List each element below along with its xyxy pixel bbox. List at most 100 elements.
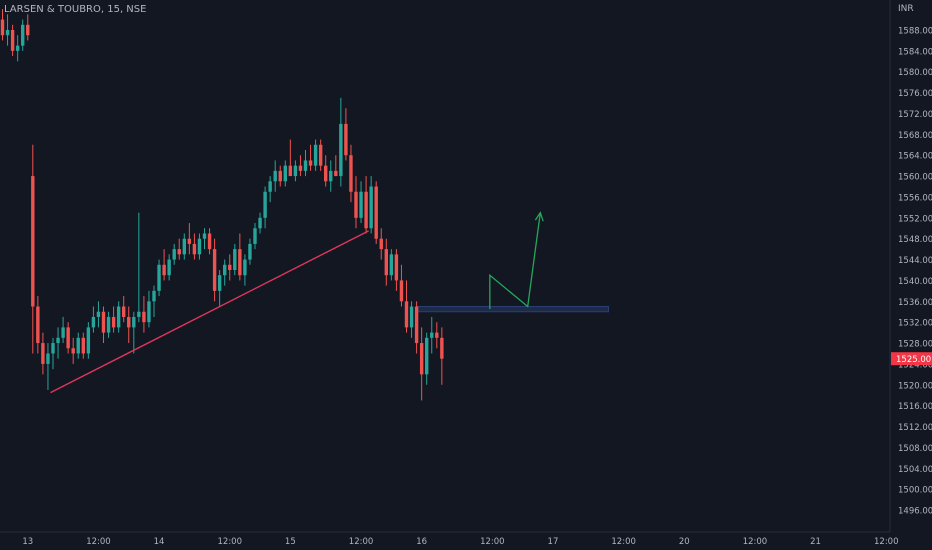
candle-body[interactable] — [313, 144, 318, 166]
candle-body[interactable] — [41, 343, 45, 364]
candle-body[interactable] — [86, 327, 91, 354]
candle-body[interactable] — [298, 165, 303, 171]
candle-body[interactable] — [5, 30, 10, 36]
candle-body[interactable] — [177, 249, 181, 255]
candle-body[interactable] — [233, 249, 237, 270]
candle-body[interactable] — [137, 311, 141, 317]
candle-body[interactable] — [293, 165, 298, 177]
candle-body[interactable] — [207, 233, 212, 250]
candle-body[interactable] — [359, 191, 363, 218]
candle-body[interactable] — [288, 165, 293, 177]
candle-body[interactable] — [127, 316, 131, 328]
drawings[interactable] — [50, 211, 544, 394]
candle-body[interactable] — [409, 306, 414, 328]
candle-body[interactable] — [425, 337, 429, 375]
currency-label: INR — [898, 4, 914, 14]
candle-body[interactable] — [278, 170, 282, 182]
projection-path[interactable] — [489, 212, 541, 310]
trendline[interactable] — [50, 230, 369, 394]
candle-body[interactable] — [76, 337, 80, 354]
candle-body[interactable] — [334, 170, 338, 177]
candle-body[interactable] — [243, 259, 247, 276]
candle-body[interactable] — [404, 301, 409, 328]
candle-body[interactable] — [283, 165, 287, 182]
last-price-text: 1525.00 — [896, 355, 931, 365]
candle-body[interactable] — [71, 348, 75, 354]
candle-body[interactable] — [56, 337, 60, 344]
candle-body[interactable] — [96, 311, 101, 317]
candle-body[interactable] — [303, 160, 308, 171]
candle-body[interactable] — [268, 181, 272, 192]
candle-body[interactable] — [253, 228, 257, 244]
price-tick-label: 1496.00 — [898, 507, 932, 517]
candle-body[interactable] — [172, 249, 176, 260]
candle-body[interactable] — [21, 24, 25, 46]
candle-body[interactable] — [15, 45, 20, 51]
candle-body[interactable] — [31, 176, 35, 307]
support-zone[interactable] — [416, 306, 609, 313]
candle-body[interactable] — [349, 155, 353, 192]
candle-body[interactable] — [384, 249, 388, 276]
candle-body[interactable] — [212, 249, 217, 291]
candle-body[interactable] — [369, 186, 373, 229]
candle-body[interactable] — [354, 191, 358, 218]
candle-body[interactable] — [238, 249, 242, 276]
candle-body[interactable] — [435, 332, 439, 338]
candle-body[interactable] — [329, 170, 333, 182]
candle-body[interactable] — [217, 275, 222, 291]
candle-body[interactable] — [106, 316, 111, 333]
candle-body[interactable] — [430, 332, 434, 338]
candle-body[interactable] — [202, 233, 207, 239]
candle-body[interactable] — [157, 264, 161, 291]
candle-body[interactable] — [374, 186, 378, 239]
candle-body[interactable] — [162, 264, 166, 276]
candle-body[interactable] — [318, 144, 323, 166]
candle-body[interactable] — [399, 280, 404, 302]
candle-body[interactable] — [0, 19, 5, 36]
candle-body[interactable] — [61, 327, 65, 338]
candle-body[interactable] — [46, 353, 50, 364]
candle-body[interactable] — [273, 170, 277, 182]
candle-body[interactable] — [389, 254, 394, 276]
candle-body[interactable] — [182, 238, 186, 255]
candle-body[interactable] — [187, 238, 192, 244]
candle-body[interactable] — [223, 264, 227, 276]
candle-body[interactable] — [344, 123, 348, 156]
candle-body[interactable] — [440, 337, 444, 359]
time-axis[interactable]: 13 12:00 14 12:00 15 12:00 16 12:00 17 12:00 20 12:… — [22, 537, 898, 547]
candle-body[interactable] — [414, 306, 419, 344]
candle-body[interactable] — [419, 343, 424, 375]
candle-body[interactable] — [339, 123, 343, 177]
support-zone-rect[interactable] — [416, 306, 609, 313]
candle-body[interactable] — [324, 165, 328, 182]
candle-body[interactable] — [228, 264, 232, 270]
candle-body[interactable] — [308, 160, 313, 166]
candle-body[interactable] — [263, 191, 267, 218]
candle-body[interactable] — [394, 254, 399, 281]
candles[interactable] — [0, 9, 444, 401]
price-axis[interactable]: 1588.00 1584.00 1580.00 1576.00 1572.00 1568.… — [898, 27, 932, 517]
candle-body[interactable] — [91, 316, 96, 328]
candle-body[interactable] — [26, 24, 30, 36]
candle-body[interactable] — [101, 311, 106, 333]
candle-body[interactable] — [111, 316, 116, 328]
candle-body[interactable] — [147, 301, 151, 323]
candle-body[interactable] — [81, 337, 85, 354]
candle-body[interactable] — [152, 290, 156, 302]
candle-body[interactable] — [248, 243, 252, 260]
candle-body[interactable] — [132, 316, 136, 328]
candle-body[interactable] — [258, 217, 262, 229]
candle-body[interactable] — [364, 191, 368, 229]
candle-body[interactable] — [192, 243, 197, 255]
candle-body[interactable] — [66, 327, 70, 349]
candle-body[interactable] — [116, 306, 121, 328]
candle-body[interactable] — [142, 311, 146, 323]
candle-body[interactable] — [379, 238, 383, 250]
candle-body[interactable] — [36, 306, 40, 344]
candle-body[interactable] — [167, 259, 171, 276]
candle-body[interactable] — [51, 343, 55, 354]
candle-body[interactable] — [122, 306, 126, 317]
candle-body[interactable] — [197, 238, 202, 255]
candle-body[interactable] — [10, 30, 15, 51]
